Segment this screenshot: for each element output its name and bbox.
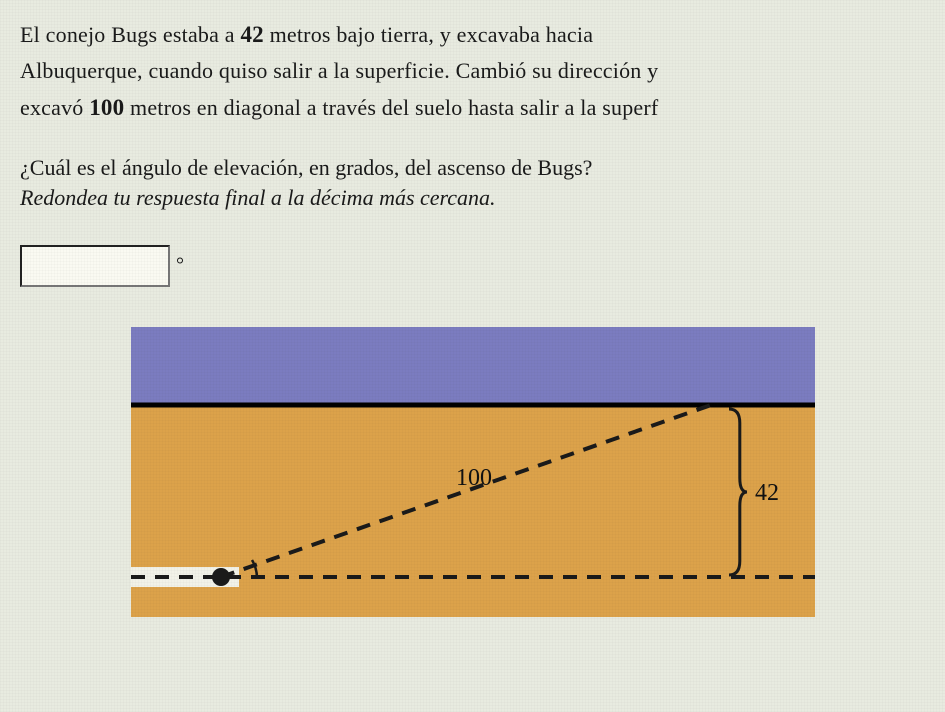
hypotenuse-label: 100 xyxy=(456,465,492,491)
question-line-1: ¿Cuál es el ángulo de elevación, en grad… xyxy=(20,155,925,181)
diagram: 100 42 xyxy=(131,327,815,617)
problem-line-3: excavó 100 metros en diagonal a través d… xyxy=(20,91,925,124)
figure-wrap: 100 42 xyxy=(20,327,925,617)
question-line-2: Redondea tu respuesta final a la décima … xyxy=(20,185,925,211)
problem-line-1: El conejo Bugs estaba a 42 metros bajo t… xyxy=(20,18,925,51)
answer-input[interactable] xyxy=(20,245,170,287)
start-point xyxy=(212,568,230,586)
text: El conejo Bugs estaba a xyxy=(20,22,240,47)
text: excavó xyxy=(20,95,89,120)
value-depth: 42 xyxy=(240,22,263,47)
value-diag: 100 xyxy=(89,95,124,120)
answer-row: ° xyxy=(20,245,925,287)
degree-symbol: ° xyxy=(176,254,184,277)
problem-line-2: Albuquerque, cuando quiso salir a la sup… xyxy=(20,55,925,87)
text: metros bajo tierra, y excavaba hacia xyxy=(264,22,593,47)
text: metros en diagonal a través del suelo ha… xyxy=(124,95,658,120)
depth-label: 42 xyxy=(755,480,779,506)
sky xyxy=(131,327,815,405)
